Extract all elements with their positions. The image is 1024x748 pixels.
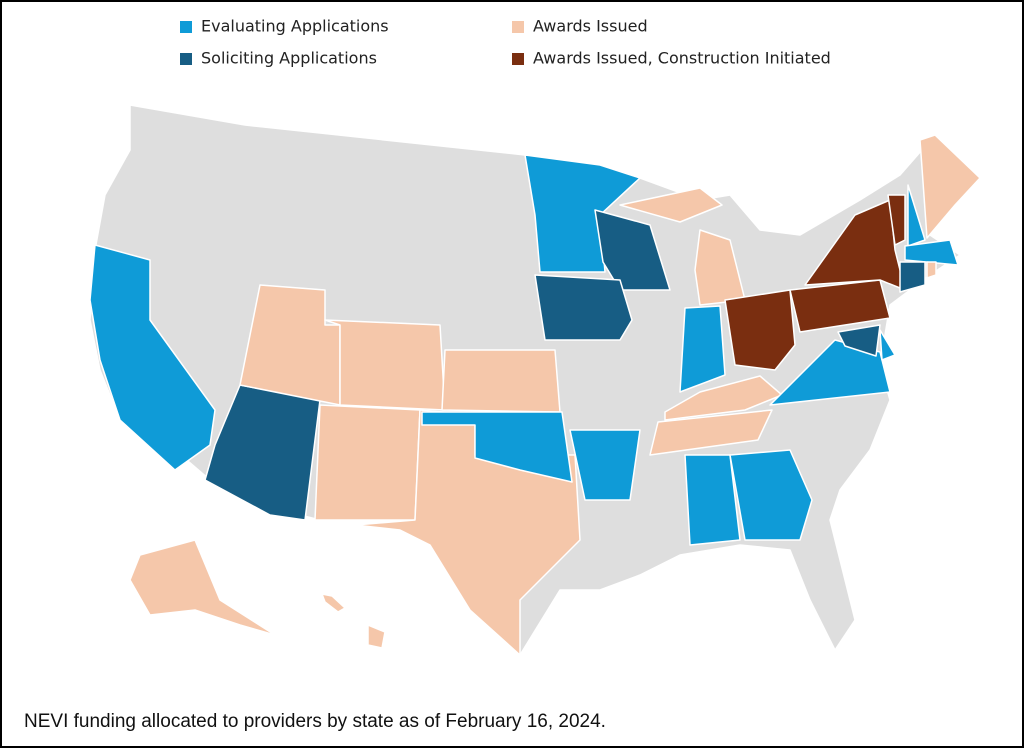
state-georgia — [729, 449, 813, 541]
legend: Evaluating Applications Soliciting Applic… — [180, 17, 831, 68]
legend-label: Evaluating Applications — [201, 17, 389, 36]
state-maryland — [837, 324, 881, 357]
state-maine — [919, 134, 981, 239]
state-pennsylvania — [789, 279, 891, 333]
state-alaska — [129, 539, 276, 636]
legend-swatch — [180, 21, 192, 33]
legend-label: Soliciting Applications — [201, 49, 377, 68]
legend-swatch — [512, 53, 524, 65]
state-iowa — [534, 274, 633, 341]
state-michigan-upper — [619, 187, 723, 223]
state-alabama — [684, 454, 741, 546]
state-arkansas — [569, 429, 641, 501]
state-michigan — [694, 229, 746, 306]
state-hawaii-islands — [321, 593, 346, 613]
state-california — [89, 244, 216, 471]
state-delaware — [879, 329, 896, 361]
legend-swatch — [512, 21, 524, 33]
legend-swatch — [180, 53, 192, 65]
state-massachusetts — [904, 239, 959, 266]
state-oklahoma — [421, 411, 573, 483]
state-new-hampshire — [907, 184, 926, 247]
state-vermont — [887, 194, 906, 246]
legend-label: Awards Issued — [533, 17, 648, 36]
state-colorado — [324, 319, 446, 411]
state-new-york — [804, 199, 906, 291]
state-ohio — [724, 289, 796, 371]
state-tennessee — [649, 409, 773, 456]
state-indiana — [679, 305, 726, 393]
state-kansas — [441, 349, 561, 413]
state-hawaii — [367, 624, 386, 649]
state-connecticut — [899, 261, 926, 293]
state-rhode-island — [926, 261, 937, 279]
state-new-mexico — [314, 404, 421, 521]
legend-label: Awards Issued, Construction Initiated — [533, 49, 831, 68]
state-wisconsin — [594, 209, 671, 291]
state-virginia — [769, 339, 891, 406]
caption: NEVI funding allocated to providers by s… — [24, 711, 606, 732]
